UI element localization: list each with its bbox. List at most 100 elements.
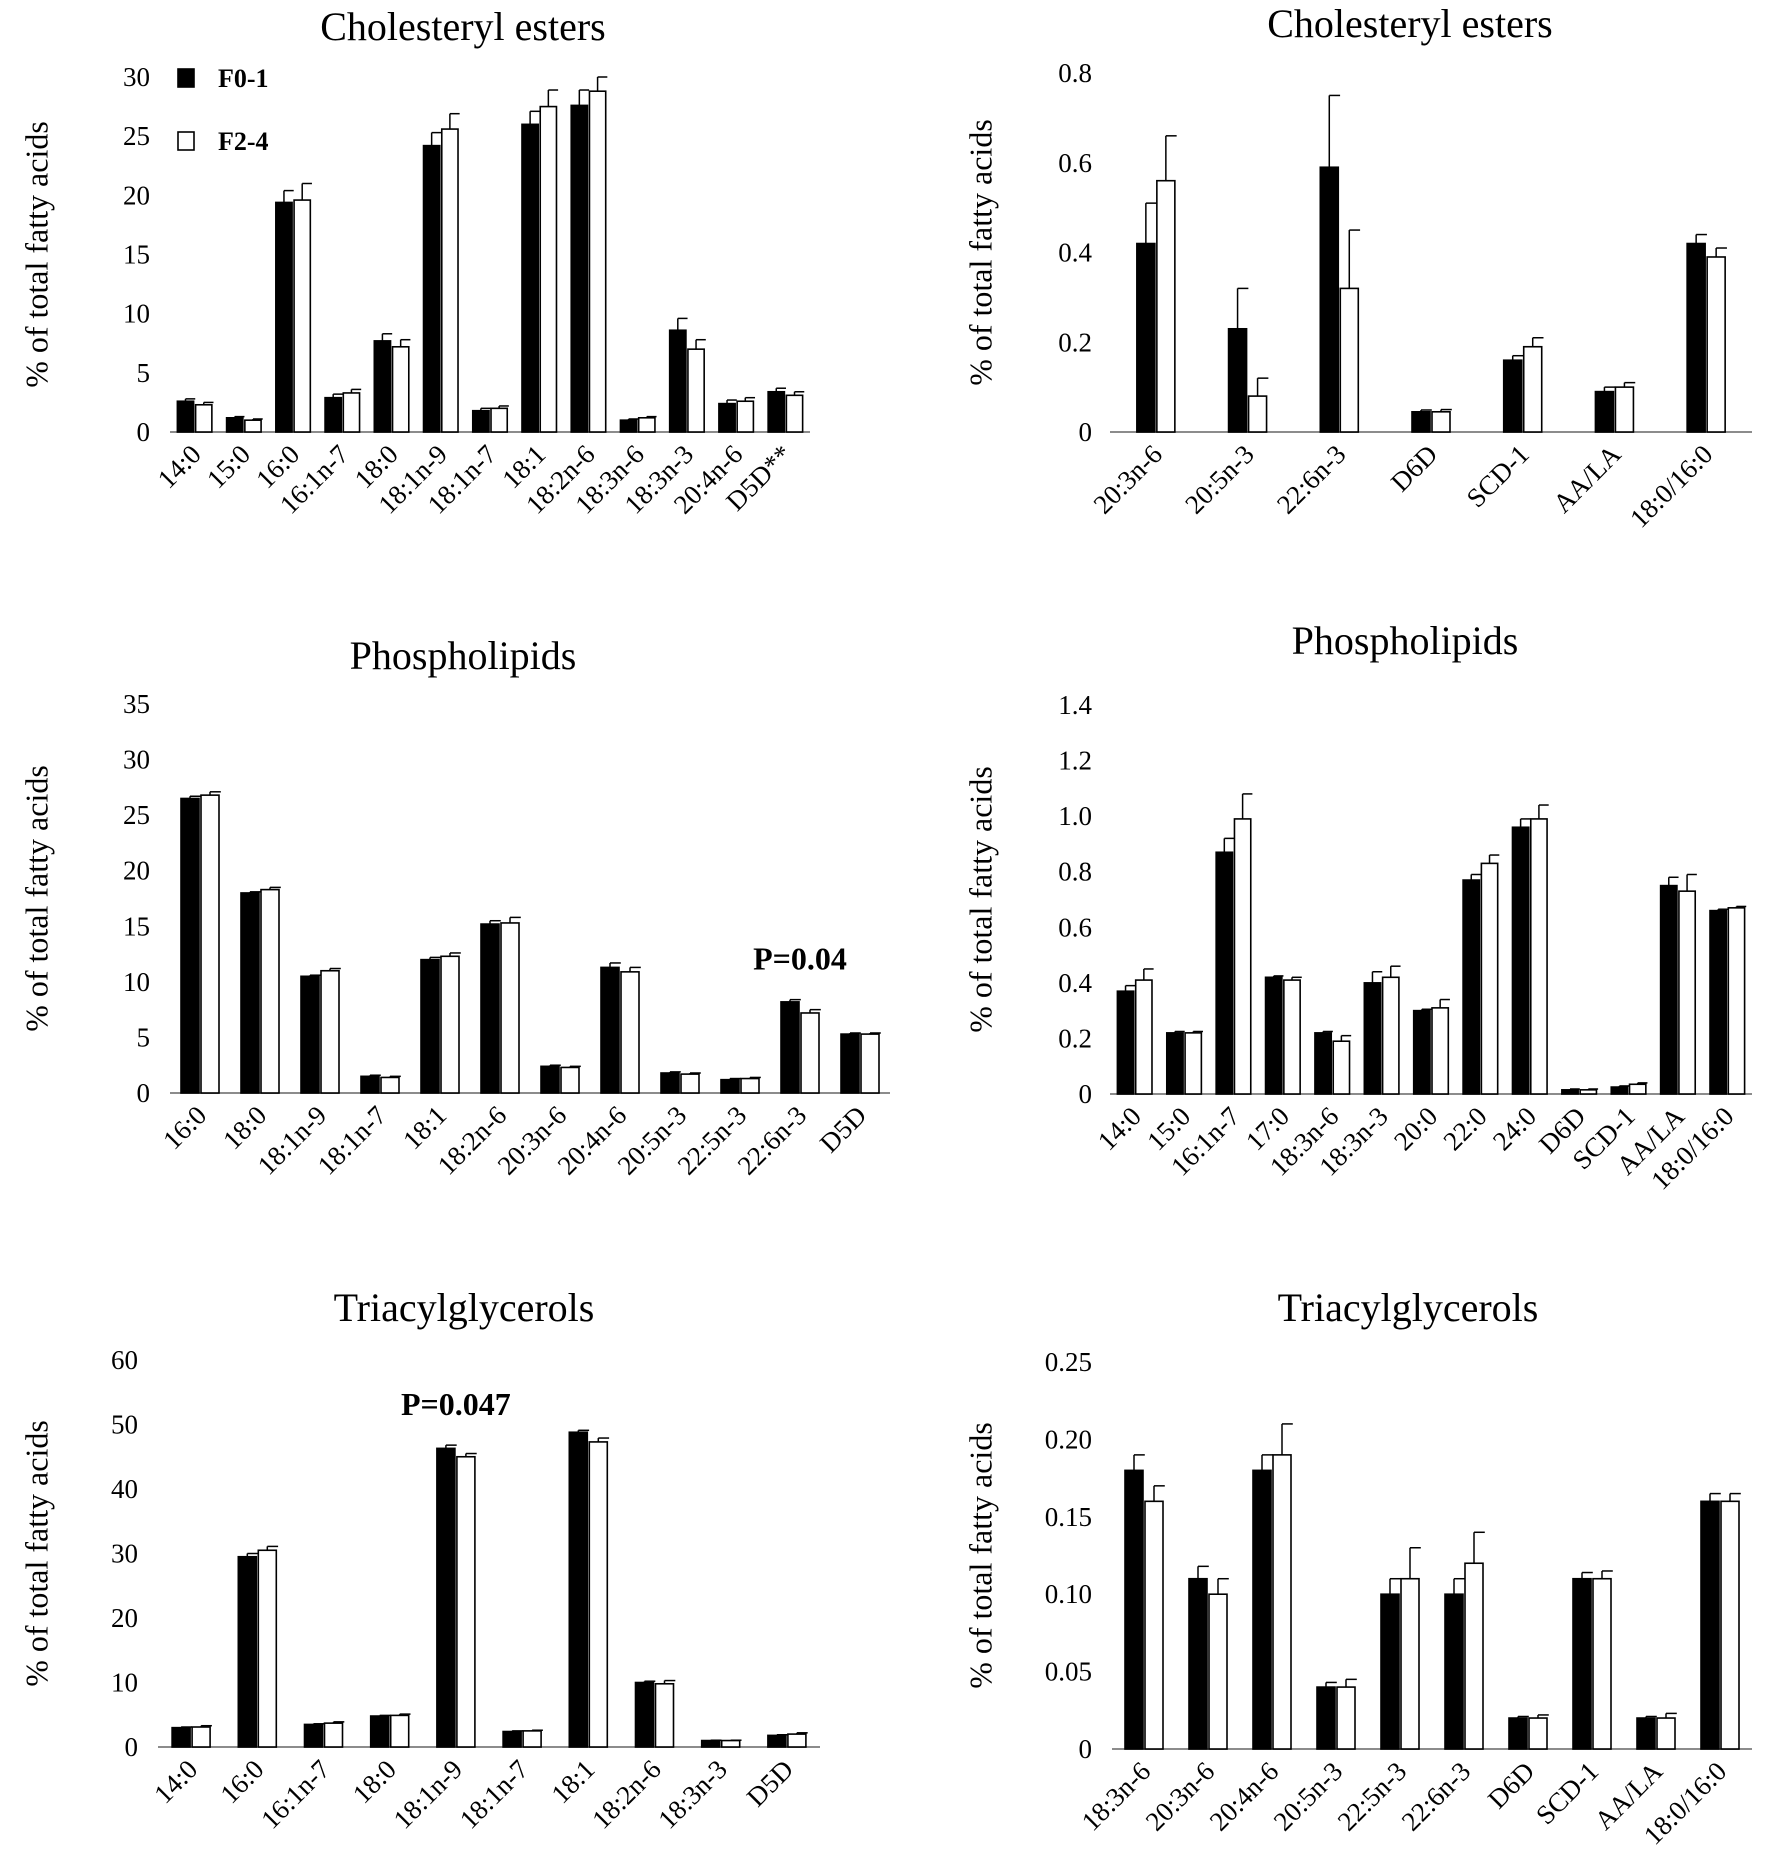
bar-f2-4-3	[389, 1714, 410, 1748]
y-tick-label: 30	[111, 1539, 138, 1569]
bar-f2-4-6	[490, 407, 509, 433]
chart-title: Cholesteryl esters	[1267, 1, 1553, 46]
bar-f0-1-9	[720, 1078, 740, 1094]
bar-f0-1-10	[668, 329, 687, 433]
chart-title: Phospholipids	[1292, 618, 1519, 663]
bar-f0-1-2	[303, 1723, 324, 1748]
bar-f0-1-0	[1116, 990, 1135, 1095]
bar-f0-1-11	[840, 1033, 860, 1094]
bar-f2-4-1	[244, 419, 262, 433]
bar-f2-4-10	[800, 1012, 820, 1094]
bar-f2-4-7	[1480, 862, 1499, 1095]
bar-f0-1-2	[1252, 1469, 1272, 1750]
bar-f0-1-8	[660, 1072, 680, 1094]
x-tick-label: 22:5n-3	[1332, 1756, 1413, 1837]
bar-f2-4-10	[1628, 1083, 1647, 1095]
bar-f0-1-1	[240, 892, 260, 1094]
bar-f0-1-3	[1264, 976, 1283, 1095]
x-tick-label: 18:1n-7	[312, 1100, 393, 1181]
x-tick-label: 15:0	[201, 439, 256, 494]
y-tick-label: 0.4	[1058, 238, 1092, 268]
bar-f0-1-11	[718, 402, 736, 433]
bar-f2-4-7	[654, 1682, 675, 1748]
y-tick-label: 0.2	[1058, 327, 1092, 357]
x-tick-label: 22:6n-3	[732, 1100, 813, 1181]
y-tick-label: 0.15	[1045, 1502, 1092, 1532]
y-tick-label: 10	[123, 967, 150, 997]
bar-f0-1-8	[700, 1739, 721, 1748]
bar-f2-4-9	[740, 1077, 760, 1094]
bar-f2-4-0	[194, 403, 213, 433]
y-tick-label: 0.6	[1058, 148, 1092, 178]
bar-f2-4-4	[440, 955, 460, 1094]
bar-f0-1-5	[1363, 982, 1382, 1095]
bar-f0-1-2	[300, 975, 320, 1094]
bar-f2-4-6	[1706, 256, 1726, 433]
x-tick-label: D6D	[1482, 1756, 1540, 1814]
chart-panel-pl-minor: Phospholipids % of total fatty acids 0 0.2 0…	[962, 618, 1752, 1195]
bar-f2-4-4	[1400, 1577, 1420, 1750]
bar-f0-1-9	[767, 1734, 787, 1748]
y-tick-label: 0	[137, 417, 151, 447]
bar-f2-4-11	[860, 1033, 880, 1094]
bar-f0-1-8	[570, 104, 589, 433]
bar-f0-1-0	[180, 797, 200, 1094]
bar-f2-4-6	[1431, 1007, 1450, 1095]
bar-f2-4-2	[1272, 1454, 1292, 1750]
x-tick-label: 18:0/16:0	[1624, 439, 1718, 533]
x-tick-label: 14:0	[148, 1754, 203, 1809]
x-tick-label: 22:0	[1437, 1101, 1492, 1156]
bar-f0-1-7	[1462, 879, 1481, 1095]
bar-f0-1-9	[1700, 1500, 1720, 1750]
bar-f0-1-1	[1165, 1032, 1184, 1095]
bar-f2-4-11	[736, 400, 755, 433]
bar-f2-4-0	[1156, 179, 1176, 433]
y-tick-label: 25	[123, 121, 150, 151]
bar-f2-4-5	[1464, 1562, 1484, 1750]
x-tick-label: 18:0	[347, 1754, 402, 1809]
x-tick-label: 22:6n-3	[1396, 1756, 1477, 1837]
bar-f2-4-4	[391, 345, 410, 433]
x-tick-label: 14:0	[152, 439, 207, 494]
bar-f0-1-5	[480, 923, 500, 1094]
bar-f0-1-3	[369, 1715, 390, 1748]
y-tick-label: 0.25	[1045, 1347, 1092, 1377]
bar-f2-4-2	[323, 1722, 344, 1748]
significance-annotation: P=0.047	[401, 1386, 511, 1422]
y-axis-label: % of total fatty acids	[962, 119, 998, 386]
bar-f0-1-2	[1215, 851, 1234, 1095]
y-tick-label: 10	[111, 1668, 138, 1698]
bar-f0-1-5	[1594, 390, 1615, 433]
bar-f0-1-4	[1502, 359, 1523, 433]
y-axis-label: % of total fatty acids	[18, 121, 54, 388]
y-tick-label: 1.0	[1058, 801, 1092, 831]
bar-f2-4-5	[500, 922, 520, 1094]
bar-f2-4-7	[539, 105, 558, 433]
bar-f2-4-6	[588, 1441, 609, 1748]
bar-f2-4-3	[1336, 1686, 1356, 1750]
chart-panel-ce-minor: Cholesteryl esters % of total fatty acids…	[962, 1, 1752, 533]
y-tick-label: 50	[111, 1410, 138, 1440]
bar-f0-1-0	[1136, 242, 1156, 433]
bar-f2-4-12	[785, 394, 804, 433]
bar-f0-1-5	[1444, 1593, 1464, 1750]
x-tick-label: 16:0	[157, 1100, 212, 1155]
bar-f0-1-3	[324, 396, 343, 433]
y-axis-label: % of total fatty acids	[18, 765, 54, 1032]
bar-f2-4-8	[1529, 818, 1548, 1095]
y-tick-label: 15	[123, 911, 150, 941]
y-tick-label: 0.2	[1058, 1023, 1092, 1053]
bar-f2-4-1	[257, 1549, 278, 1748]
bar-f0-1-3	[1316, 1686, 1336, 1750]
x-tick-label: 18:1n-7	[454, 1754, 535, 1835]
bar-f0-1-1	[1188, 1577, 1208, 1750]
bar-f0-1-4	[1314, 1032, 1333, 1095]
legend-label: F2-4	[218, 127, 269, 156]
legend-label: F0-1	[218, 64, 269, 93]
y-axis-label: % of total fatty acids	[962, 766, 998, 1033]
bar-f0-1-5	[502, 1730, 522, 1748]
bar-f0-1-3	[1411, 411, 1431, 433]
chart-panel-ce-main: Cholesteryl esters % of total fatty acids…	[18, 4, 810, 520]
bar-f2-4-5	[1381, 976, 1400, 1095]
bar-f2-4-11	[1678, 890, 1697, 1095]
